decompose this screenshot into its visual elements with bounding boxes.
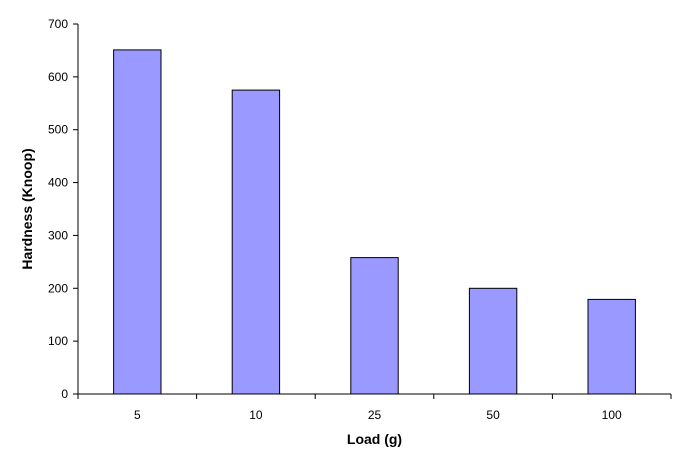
y-tick-label: 100 bbox=[48, 334, 68, 348]
y-axis: 0 100 200 300 400 500 600 700 bbox=[48, 17, 79, 401]
y-tick-label: 200 bbox=[48, 281, 68, 295]
x-tick-label: 10 bbox=[249, 408, 263, 422]
y-tick-label: 500 bbox=[48, 123, 68, 137]
y-tick-label: 600 bbox=[48, 70, 68, 84]
y-tick-label: 300 bbox=[48, 228, 68, 242]
bar-5 bbox=[113, 49, 162, 395]
y-tick-label: 0 bbox=[61, 387, 68, 401]
x-tick-label: 50 bbox=[486, 408, 500, 422]
x-axis: 5 10 25 50 100 bbox=[77, 393, 672, 422]
bars-group bbox=[113, 49, 636, 395]
x-axis-title: Load (g) bbox=[347, 431, 402, 447]
y-tick-label: 400 bbox=[48, 176, 68, 190]
bar-10 bbox=[231, 89, 281, 395]
x-tick-label: 100 bbox=[602, 408, 622, 422]
bar-25 bbox=[350, 257, 399, 395]
y-axis-title: Hardness (Knoop) bbox=[19, 148, 35, 269]
x-tick-label: 25 bbox=[368, 408, 382, 422]
bar-100 bbox=[587, 298, 636, 395]
x-tick-label: 5 bbox=[134, 408, 141, 422]
bar-50 bbox=[468, 287, 518, 395]
y-tick-label: 700 bbox=[48, 17, 68, 31]
